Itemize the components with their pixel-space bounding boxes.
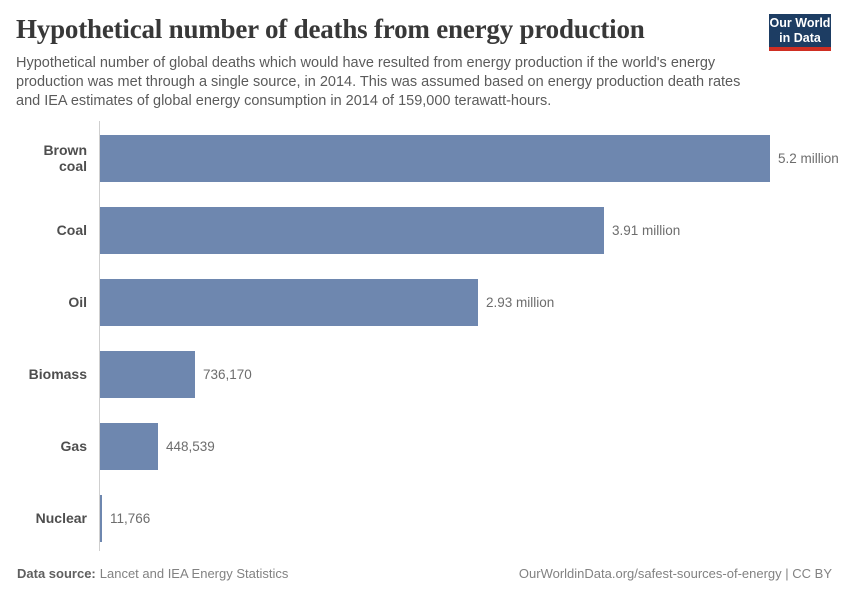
bar-coal[interactable] [100, 206, 604, 254]
category-label-brown-coal: Brown coal [43, 142, 87, 174]
bar-brown-coal[interactable] [100, 134, 770, 182]
chart-row: Gas 448,539 [16, 410, 834, 482]
value-label: 5.2 million [778, 150, 839, 166]
bar-area: 2.93 million [100, 278, 834, 326]
bar-area: 448,539 [100, 422, 834, 470]
category-label-coal: Coal [56, 222, 87, 238]
data-source-value: Lancet and IEA Energy Statistics [99, 566, 289, 581]
chart-footer: Data source: Lancet and IEA Energy Statis… [16, 566, 834, 581]
chart-title: Hypothetical number of deaths from energ… [16, 14, 645, 44]
value-label: 3.91 million [612, 222, 681, 238]
value-label: 11,766 [110, 510, 151, 526]
owid-logo-line2: in Data [779, 31, 821, 45]
chart-header: Hypothetical number of deaths from energ… [16, 14, 834, 111]
value-label: 736,170 [203, 366, 252, 382]
category-label-nuclear: Nuclear [35, 510, 87, 526]
bar-chart: Brown coal 5.2 million Coal 3.91 million Oil… [16, 121, 839, 554]
value-label: 448,539 [166, 438, 215, 454]
footer-attribution: OurWorldinData.org/safest-sources-of-ene… [518, 566, 832, 581]
owid-logo-line1: Our World [769, 16, 831, 30]
y-axis-line [99, 121, 100, 551]
chart-subtitle: Hypothetical number of global deaths whi… [16, 55, 741, 109]
category-label-biomass: Biomass [28, 366, 87, 382]
bar-oil[interactable] [100, 278, 478, 326]
bar-area: 3.91 million [100, 206, 834, 254]
chart-row: Biomass 736,170 [16, 338, 834, 410]
category-label-gas: Gas [60, 438, 87, 454]
data-source-label: Data source: [17, 566, 96, 581]
value-label: 2.93 million [486, 294, 555, 310]
chart-row: Nuclear 11,766 [16, 482, 834, 554]
bar-gas[interactable] [100, 422, 158, 470]
data-source: Data source: Lancet and IEA Energy Statis… [17, 566, 288, 581]
bar-area: 736,170 [100, 350, 834, 398]
chart-row: Oil 2.93 million [16, 266, 834, 338]
bar-nuclear[interactable] [100, 494, 102, 542]
category-label-oil: Oil [68, 294, 87, 310]
bar-area: 5.2 million [100, 134, 839, 182]
chart-row: Brown coal 5.2 million [16, 122, 839, 194]
bar-biomass[interactable] [100, 350, 195, 398]
bar-area: 11,766 [100, 494, 834, 542]
owid-logo: Our World in Data [769, 14, 831, 51]
chart-row: Coal 3.91 million [16, 194, 834, 266]
